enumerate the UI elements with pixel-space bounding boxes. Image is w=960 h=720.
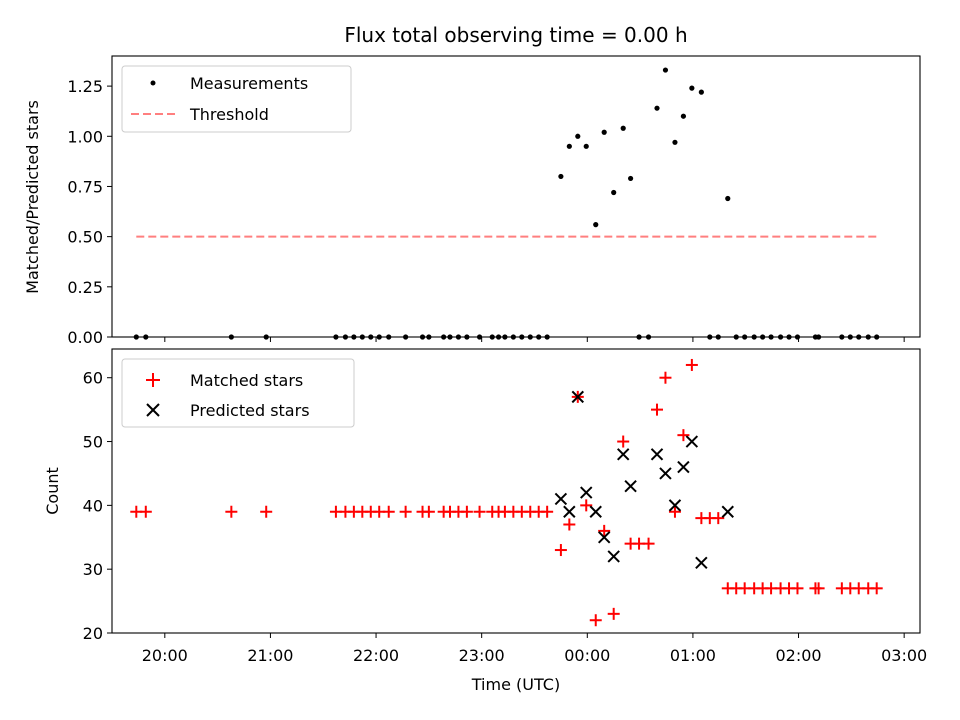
xtick-label-5: 01:00 (670, 646, 716, 665)
top-ytick-label-3: 0.75 (67, 177, 103, 196)
legend-predicted-marker (146, 403, 160, 417)
measurement-point (620, 125, 626, 131)
predicted-star-point (589, 505, 602, 518)
matched-star-point (139, 505, 152, 518)
matched-star-point (422, 505, 435, 518)
matched-star-point (589, 614, 602, 627)
matched-star-point (642, 537, 655, 550)
predicted-star-point (685, 435, 699, 448)
matched-star-point (225, 505, 238, 518)
measurement-point (601, 129, 607, 135)
measurement-point (689, 85, 695, 91)
matched-star-point (473, 505, 486, 518)
matched-star-point (812, 582, 825, 595)
legend-measurements-marker (150, 80, 156, 86)
top-plot-frame (111, 55, 921, 338)
top-subplot: 0.00 0.25 0.50 0.75 1.00 1.25 Matched/Predict… (23, 55, 921, 347)
predicted-star-point (721, 505, 734, 518)
measurement-point (654, 105, 660, 111)
matched-star-point (563, 518, 576, 531)
xtick-label-1: 21:00 (247, 646, 293, 665)
measurement-point (558, 173, 564, 180)
predicted-star-point (695, 556, 708, 570)
bottom-legend-box (121, 358, 355, 428)
xtick-label-6: 02:00 (775, 646, 821, 665)
predicted-star-point (668, 499, 682, 512)
predicted-star-point (677, 460, 690, 474)
top-ytick-label-1: 0.25 (67, 278, 103, 297)
measurement-point (593, 222, 599, 228)
predicted-star-point (563, 505, 576, 518)
measurement-point (627, 175, 634, 182)
bottom-ytick-label-0: 20 (83, 624, 103, 643)
predicted-star-point (650, 448, 664, 461)
matched-star-point (668, 505, 681, 518)
chart-title: Flux total observing time = 0.00 h (344, 23, 687, 47)
top-ytick-label-0: 0.00 (67, 328, 103, 347)
matched-star-point (460, 505, 473, 518)
matched-star-point (712, 512, 725, 525)
matched-star-point (870, 582, 883, 595)
x-axis-label: Time (UTC) (471, 675, 560, 694)
legend-predicted-label: Predicted stars (190, 401, 310, 420)
matched-star-point (260, 505, 273, 518)
legend-measurements-label: Measurements (190, 74, 308, 93)
bottom-ytick-label-2: 40 (83, 496, 103, 515)
matched-star-point (791, 582, 804, 595)
top-legend: Measurements Threshold (121, 65, 352, 133)
predicted-star-point (580, 486, 593, 499)
top-legend-box (121, 65, 352, 133)
matched-star-point (554, 544, 567, 557)
predicted-star-point (624, 480, 637, 493)
xtick-label-2: 22:00 (353, 646, 399, 665)
xtick-label-0: 20:00 (142, 646, 188, 665)
measurement-point (698, 89, 704, 95)
measurement-point (566, 143, 572, 149)
predicted-star-point (659, 467, 672, 480)
predicted-star-point (571, 390, 584, 404)
predicted-star-point (554, 492, 568, 506)
matched-star-point (677, 429, 690, 442)
bottom-ytick-label-3: 50 (83, 433, 103, 452)
predicted-star-point (616, 448, 630, 461)
legend-matched-marker (146, 373, 160, 387)
top-ytick-label-5: 1.25 (67, 77, 103, 96)
matched-star-point (580, 499, 593, 512)
measurement-point (575, 133, 581, 139)
bottom-ytick-label-1: 30 (83, 560, 103, 579)
matched-star-point (541, 505, 554, 518)
xtick-label-7: 03:00 (881, 646, 927, 665)
matched-star-point (617, 435, 630, 448)
matched-star-point (598, 524, 611, 537)
top-ytick-label-2: 0.50 (67, 228, 103, 247)
xtick-label-4: 00:00 (564, 646, 610, 665)
bottom-plot-frame (111, 348, 921, 634)
predicted-star-point (607, 550, 620, 563)
bottom-subplot: 20 30 40 50 60 20:00 21:00 22:00 23:00 00:00 01:0… (43, 348, 927, 694)
matched-star-point (685, 358, 698, 371)
measurement-point (672, 139, 678, 145)
measurement-point (611, 189, 617, 196)
xtick-label-3: 23:00 (459, 646, 505, 665)
bottom-y-axis-label: Count (43, 467, 62, 515)
legend-matched-label: Matched stars (190, 371, 303, 390)
bottom-ytick-label-4: 60 (83, 369, 103, 388)
predicted-star-point (597, 531, 611, 544)
measurement-point (680, 113, 687, 119)
matched-star-point (659, 371, 672, 384)
measurement-point (725, 195, 731, 202)
top-y-axis-label: Matched/Predicted stars (23, 100, 42, 294)
matched-star-point (651, 403, 664, 416)
legend-threshold-label: Threshold (189, 105, 269, 124)
top-ytick-label-4: 1.00 (67, 127, 103, 146)
measurement-point (662, 67, 669, 73)
measurement-point (583, 143, 589, 149)
matched-star-point (382, 505, 395, 518)
bottom-legend: Matched stars Predicted stars (121, 358, 355, 428)
matched-star-point (399, 505, 412, 518)
matched-star-point (607, 607, 620, 620)
